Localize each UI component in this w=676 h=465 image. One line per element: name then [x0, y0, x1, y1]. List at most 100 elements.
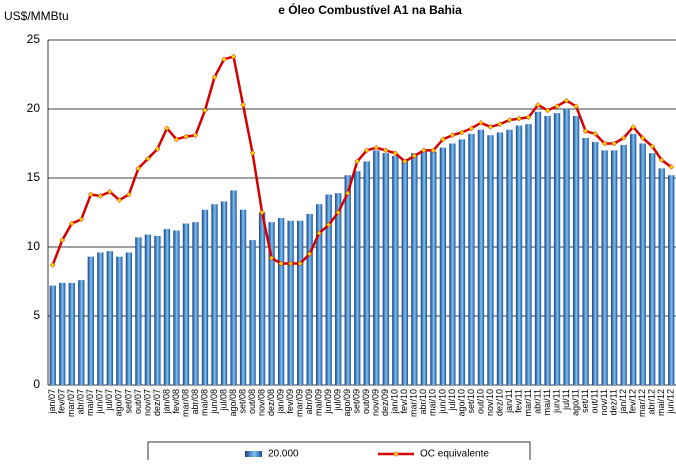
x-tick-label: jul/11 [561, 389, 571, 411]
marker [164, 125, 170, 132]
x-tick-label: dez/07 [152, 389, 162, 416]
bar [116, 256, 123, 385]
marker [126, 191, 132, 198]
marker [278, 260, 284, 267]
x-tick-label: jan/10 [390, 389, 400, 415]
bar [173, 230, 180, 385]
x-tick-label: ago/10 [456, 389, 466, 417]
bar [563, 109, 570, 385]
x-tick-label: mai/11 [542, 389, 552, 415]
bar [325, 194, 332, 385]
x-tick-label: jul/09 [333, 389, 343, 412]
x-tick-label: fev/09 [285, 389, 295, 414]
bar [87, 256, 94, 385]
x-tick-label: fev/07 [57, 389, 67, 414]
bar [373, 150, 380, 385]
marker [592, 130, 598, 137]
bar [458, 139, 466, 385]
marker [411, 153, 418, 159]
marker [202, 107, 208, 114]
marker [192, 132, 199, 139]
legend-label: 20.000 [268, 449, 299, 460]
bar [78, 280, 85, 385]
bar [277, 218, 285, 385]
marker [611, 140, 618, 147]
bar [382, 153, 389, 385]
x-tick-label: abr/08 [190, 389, 200, 415]
bar [601, 150, 608, 385]
bar [230, 190, 237, 385]
bar [525, 124, 532, 386]
marker [487, 124, 494, 130]
legend-box [147, 441, 531, 465]
marker [497, 121, 503, 128]
marker [363, 147, 370, 154]
x-tick-label: ago/08 [228, 389, 238, 417]
marker [658, 157, 665, 163]
bar [544, 115, 551, 386]
bar [572, 115, 580, 386]
marker [183, 133, 189, 140]
x-tick-label: fev/12 [628, 389, 638, 414]
x-tick-label: nov/10 [485, 389, 495, 416]
marker [449, 132, 456, 139]
y-axis-label: US$/MMBtu [4, 9, 69, 23]
bar [658, 168, 665, 385]
marker [440, 136, 446, 143]
marker [668, 164, 675, 170]
marker [49, 262, 56, 268]
marker [297, 260, 304, 267]
marker [573, 103, 579, 110]
x-tick-label: abr/09 [304, 389, 314, 415]
y-tick-label: 25 [27, 32, 41, 46]
bar [249, 240, 256, 385]
marker [620, 135, 627, 141]
x-tick-label: mai/12 [656, 389, 666, 416]
x-tick-label: jan/12 [618, 389, 628, 415]
x-tick-label: set/11 [580, 389, 590, 413]
bar [506, 129, 513, 385]
marker [145, 155, 151, 162]
marker [459, 129, 465, 136]
x-tick-label: abr/07 [76, 389, 86, 415]
marker [173, 136, 180, 143]
x-tick-label: jul/08 [218, 389, 228, 412]
x-tick-label: set/09 [352, 389, 362, 414]
marker [420, 147, 427, 154]
y-tick-label: 15 [27, 170, 41, 184]
marker [335, 209, 342, 216]
bar [591, 142, 599, 385]
marker [544, 107, 551, 114]
marker [154, 146, 161, 152]
x-tick-label: jun/10 [437, 389, 447, 415]
marker [78, 216, 85, 223]
bar [220, 201, 228, 385]
bar [515, 125, 523, 385]
marker [535, 102, 541, 108]
bar [182, 223, 190, 385]
bar [649, 153, 656, 385]
x-tick-label: mai/08 [199, 389, 209, 416]
x-tick-label: jun/12 [666, 389, 676, 415]
bar [430, 151, 437, 385]
marker [87, 191, 94, 198]
bar [344, 175, 351, 385]
marker [116, 197, 123, 203]
marker [430, 147, 437, 154]
bar [306, 213, 313, 385]
x-tick-label: jan/08 [161, 389, 171, 415]
x-tick-label: dez/09 [380, 389, 390, 416]
bar [534, 111, 542, 385]
bar [211, 204, 218, 385]
marker [478, 119, 484, 126]
x-tick-label: dez/08 [266, 389, 276, 416]
bar [106, 251, 113, 385]
marker [344, 190, 351, 197]
bar [354, 171, 361, 385]
x-tick-label: out/09 [361, 389, 371, 414]
marker [563, 97, 570, 104]
x-tick-label: jan/07 [47, 389, 57, 415]
x-tick-label: out/08 [247, 389, 257, 414]
bar [468, 133, 475, 385]
y-tick-label: 0 [33, 377, 40, 391]
